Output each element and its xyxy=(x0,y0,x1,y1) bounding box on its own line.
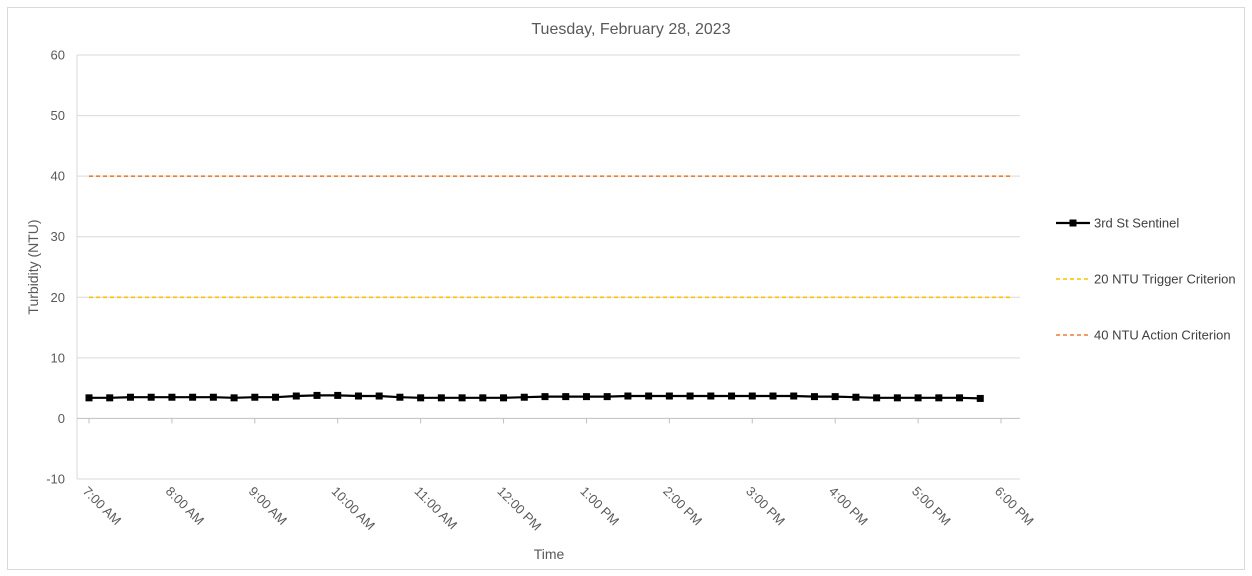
data-point xyxy=(500,394,508,402)
chart-frame xyxy=(7,7,1245,570)
legend-item: 40 NTU Action Criterion xyxy=(1056,328,1231,343)
data-point xyxy=(230,394,238,402)
y-axis-title: Turbidity (NTU) xyxy=(25,219,41,314)
data-point xyxy=(189,393,197,401)
data-point xyxy=(707,392,715,400)
data-point xyxy=(251,393,259,401)
data-point xyxy=(292,392,300,400)
data-point xyxy=(313,391,321,399)
x-tick-label: 12:00 PM xyxy=(494,484,544,534)
data-point xyxy=(209,393,217,401)
x-tick-label: 4:00 PM xyxy=(826,484,871,529)
x-tick-label: 5:00 PM xyxy=(909,484,954,529)
x-axis-title: Time xyxy=(534,546,565,562)
data-point xyxy=(748,392,756,400)
series-line xyxy=(89,394,981,400)
x-tick-label: 8:00 AM xyxy=(163,484,207,528)
x-tick-label: 2:00 PM xyxy=(660,484,705,529)
x-tick-label: 11:00 AM xyxy=(412,484,461,533)
legend-label: 20 NTU Trigger Criterion xyxy=(1094,272,1236,287)
data-point xyxy=(686,392,694,400)
x-tick-labels: 7:00 AM 8:00 AM 9:00 AM 10:00 AM 11:00 AM 12:… xyxy=(80,484,1037,534)
y-tick-label: 50 xyxy=(51,108,65,123)
x-tick-label: 3:00 PM xyxy=(743,484,788,529)
data-point xyxy=(645,392,653,400)
data-point xyxy=(85,394,93,402)
data-point xyxy=(126,393,134,401)
legend-label: 40 NTU Action Criterion xyxy=(1094,328,1231,343)
data-point xyxy=(624,392,632,400)
data-point xyxy=(956,394,964,402)
data-point xyxy=(541,393,549,401)
y-tick-label: -10 xyxy=(46,472,65,487)
data-point xyxy=(147,393,155,401)
data-point xyxy=(893,394,901,402)
data-point xyxy=(334,391,342,399)
data-point xyxy=(603,393,611,401)
data-point xyxy=(396,393,404,401)
data-point xyxy=(375,392,383,400)
series-layer xyxy=(85,175,1012,402)
y-tick-label: 20 xyxy=(51,290,65,305)
x-tick-label: 1:00 PM xyxy=(577,484,622,529)
data-point xyxy=(852,393,860,401)
data-point xyxy=(831,393,839,401)
data-point xyxy=(168,393,176,401)
y-tick-label: 40 xyxy=(51,169,65,184)
legend-item: 3rd St Sentinel xyxy=(1056,216,1179,231)
legend: 3rd St Sentinel 20 NTU Trigger Criterion 4… xyxy=(1056,216,1236,343)
legend-label: 3rd St Sentinel xyxy=(1094,216,1179,231)
data-point xyxy=(354,392,362,400)
legend-marker xyxy=(1069,219,1077,227)
data-point xyxy=(935,394,943,402)
x-tick-label: 7:00 AM xyxy=(80,484,124,528)
data-point xyxy=(976,394,984,402)
y-tick-label: 60 xyxy=(51,48,65,63)
data-point xyxy=(562,393,570,401)
chart-title: Tuesday, February 28, 2023 xyxy=(531,21,730,38)
data-point xyxy=(769,392,777,400)
x-tick-label: 10:00 AM xyxy=(329,484,378,533)
data-point xyxy=(582,393,590,401)
data-point xyxy=(873,394,881,402)
y-tick-label: 10 xyxy=(51,350,65,365)
data-point xyxy=(914,394,922,402)
data-point xyxy=(728,392,736,400)
gridlines xyxy=(76,54,1020,480)
data-point xyxy=(106,394,114,402)
x-tick-label: 9:00 AM xyxy=(246,484,290,528)
y-tick-label: 30 xyxy=(51,229,65,244)
x-tick-label: 6:00 PM xyxy=(992,484,1037,529)
data-point xyxy=(520,393,528,401)
y-tick-label: 0 xyxy=(58,411,65,426)
series-0 xyxy=(85,391,984,402)
x-axis xyxy=(77,417,1020,424)
y-tick-labels: -10 0 10 20 30 40 50 60 xyxy=(46,48,65,487)
data-point xyxy=(665,392,673,400)
data-point xyxy=(458,394,466,402)
data-point xyxy=(272,393,280,401)
legend-item: 20 NTU Trigger Criterion xyxy=(1056,272,1236,287)
data-point xyxy=(437,394,445,402)
data-point xyxy=(417,394,425,402)
data-point xyxy=(479,394,487,402)
data-point xyxy=(790,392,798,400)
data-point xyxy=(810,393,818,401)
